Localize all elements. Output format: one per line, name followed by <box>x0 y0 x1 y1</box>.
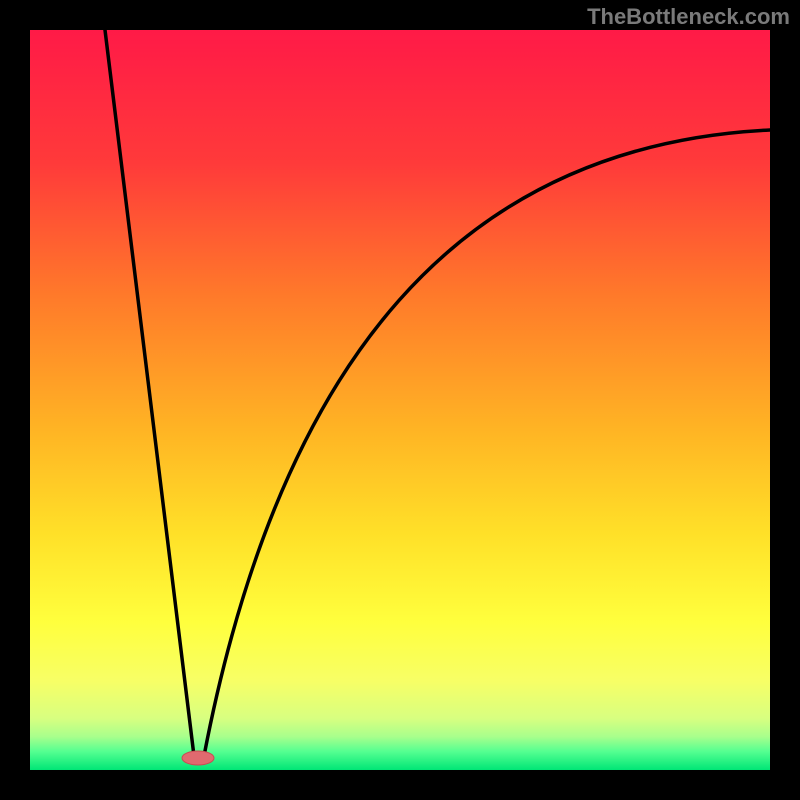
chart-container: TheBottleneck.com <box>0 0 800 800</box>
gradient-background <box>30 30 770 770</box>
minimum-marker <box>182 751 214 765</box>
chart-svg <box>30 30 770 770</box>
watermark-label: TheBottleneck.com <box>587 4 790 30</box>
chart-area <box>30 30 770 770</box>
